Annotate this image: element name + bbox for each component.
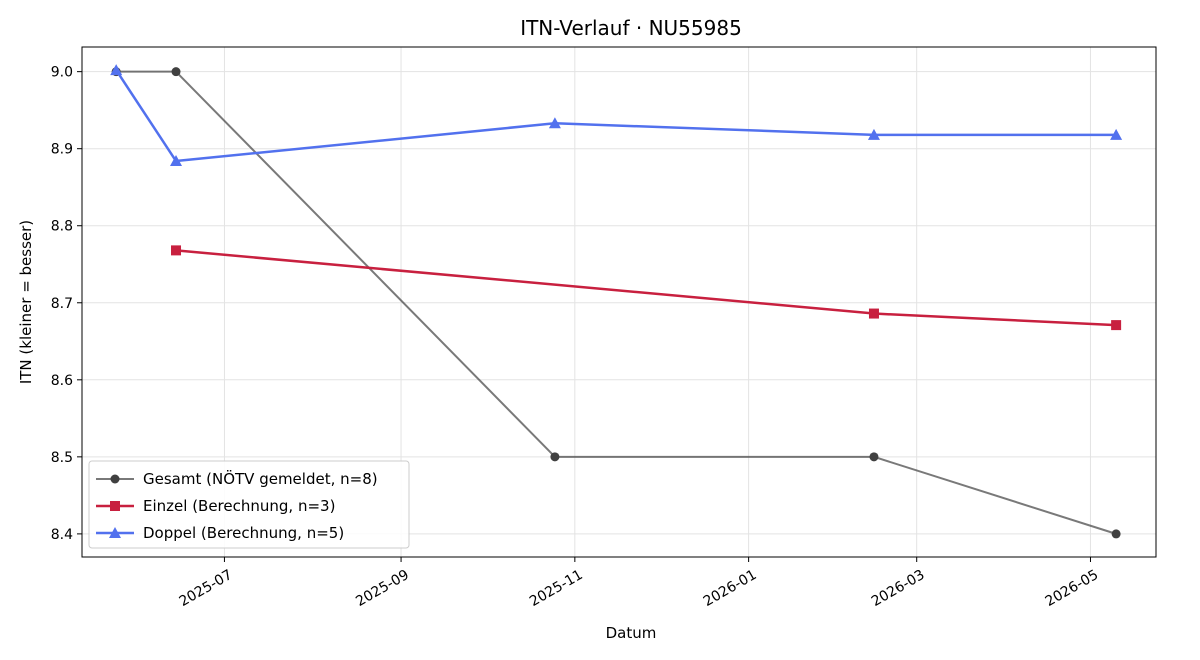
y-tick-label: 8.9 <box>51 142 73 158</box>
data-point-circle <box>869 452 879 462</box>
legend-label: Gesamt (NÖTV gemeldet, n=8) <box>143 469 378 488</box>
data-point-triangle <box>1110 128 1123 140</box>
legend-label: Doppel (Berechnung, n=5) <box>143 524 344 542</box>
series-square <box>171 245 1122 331</box>
plot-frame <box>81 46 1157 558</box>
data-point-circle <box>171 67 181 77</box>
data-point-circle <box>550 452 560 462</box>
legend-label: Einzel (Berechnung, n=3) <box>143 497 335 515</box>
series-triangle <box>110 64 1123 167</box>
data-point-square <box>171 245 182 256</box>
y-tick-label: 8.4 <box>51 527 73 543</box>
data-point-triangle <box>548 117 561 129</box>
chart-title: ITN-Verlauf · NU55985 <box>520 16 742 40</box>
y-tick-label: 9.0 <box>51 65 73 81</box>
legend-marker-triangle <box>109 527 121 538</box>
x-axis-label: Datum <box>606 624 657 642</box>
data-point-square <box>868 308 879 319</box>
data-point-triangle <box>170 155 183 167</box>
series-circle <box>111 67 1121 539</box>
data-point-triangle <box>110 64 123 76</box>
legend-marker-square <box>110 501 120 511</box>
legend-marker-circle <box>110 474 120 484</box>
y-tick-label: 8.6 <box>51 373 73 389</box>
series-layer <box>110 64 1123 539</box>
data-point-triangle <box>867 128 880 140</box>
y-axis-label: ITN (kleiner = besser) <box>17 220 35 384</box>
legend-box <box>88 460 410 549</box>
y-tick-label: 8.8 <box>51 219 73 235</box>
grid <box>82 47 1156 557</box>
y-tick-label: 8.7 <box>51 296 73 312</box>
legend: Gesamt (NÖTV gemeldet, n=8) Einzel (Berec… <box>88 460 410 549</box>
data-point-square <box>1111 320 1122 331</box>
data-point-circle <box>1111 529 1121 539</box>
y-tick-label: 8.5 <box>51 450 73 466</box>
